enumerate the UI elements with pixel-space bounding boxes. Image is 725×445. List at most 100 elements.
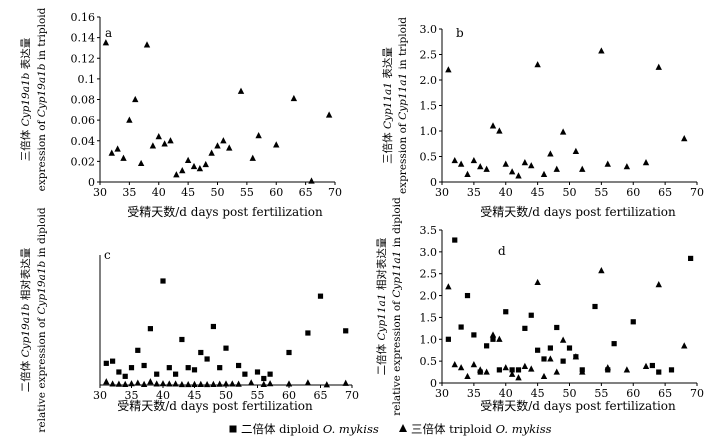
- point-c-0-16: [204, 356, 210, 362]
- point-c-0-28: [343, 328, 349, 334]
- point-d-0-9: [503, 309, 509, 315]
- series-a-0: [102, 39, 333, 184]
- point-a-0-5: [132, 95, 139, 103]
- point-a-0-21: [226, 144, 233, 151]
- point-a-0-1: [108, 149, 115, 156]
- point-c-1-21: [235, 380, 242, 387]
- point-d-1-15: [540, 372, 548, 380]
- point-a-0-18: [208, 149, 215, 156]
- y-tick-label-a-6: 0.12: [71, 52, 96, 65]
- point-c-0-15: [198, 349, 204, 356]
- y-axis-label-cn-a-gene: Cyp19a1b: [20, 72, 32, 126]
- point-b-0-14: [534, 61, 541, 68]
- x-tick-label-c-40: 40: [156, 389, 170, 402]
- point-c-1-18: [216, 380, 223, 387]
- point-c-0-22: [254, 369, 261, 375]
- point-d-0-12: [522, 325, 528, 331]
- point-c-0-8: [154, 371, 160, 377]
- x-tick-label-b-50: 50: [563, 186, 577, 199]
- y-axis-label-cn-c-gene: Cyp19a1b: [20, 303, 32, 357]
- y-tick-label-d-5: 2.5: [420, 268, 438, 281]
- point-a-0-0: [102, 39, 110, 46]
- point-c-0-17: [210, 323, 216, 330]
- x-tick-label-c-60: 60: [282, 389, 296, 402]
- point-c-0-25: [286, 349, 292, 356]
- point-a-0-2: [114, 145, 121, 152]
- x-tick-label-c-50: 50: [219, 389, 233, 402]
- point-d-0-1: [452, 237, 458, 243]
- y-axis-label-en-a: expression of Cyp19a1b in triploid: [36, 7, 48, 191]
- point-a-0-15: [190, 162, 198, 170]
- y-axis-label-cn-a: 三倍体 Cyp19a1b 表达量: [19, 37, 32, 161]
- y-axis-label-en-c-part2: in diploid: [36, 207, 48, 261]
- y-axis-label-cn-d-part2: 相对表达量: [375, 237, 388, 293]
- point-b-0-18: [559, 128, 567, 135]
- point-d-0-27: [656, 369, 662, 375]
- point-a-0-7: [143, 41, 151, 48]
- point-c-1-19: [222, 380, 230, 387]
- point-b-0-12: [521, 159, 529, 166]
- point-b-0-24: [642, 159, 650, 166]
- panel-a: 30 35 40 45 50 55 60 65 70 0 0.02 0.04 0.06 0.08 0.1 0.…: [19, 7, 342, 219]
- point-c-1-7: [147, 378, 154, 385]
- point-d-1-11: [515, 374, 522, 381]
- x-tick-label-a-55: 55: [240, 186, 254, 199]
- point-d-0-10: [509, 367, 515, 373]
- panel-d: 30 35 40 45 50 55 60 65 70 0 0.5 1.0 1.5 2.0 2.5 3.0 3.5…: [375, 197, 704, 416]
- x-tick-label-b-55: 55: [594, 186, 608, 199]
- point-b-0-1: [451, 156, 458, 164]
- y-tick-label-b-2: 1.0: [420, 125, 438, 138]
- point-c-0-9: [160, 278, 166, 284]
- point-d-1-0: [445, 283, 452, 290]
- point-b-0-5: [477, 163, 484, 170]
- point-c-1-4: [128, 380, 135, 387]
- point-d-0-15: [541, 356, 547, 362]
- series-c-1: [103, 378, 349, 388]
- y-axis-label-en-b: expression of Cyp11a1 in triploid: [397, 17, 409, 194]
- point-b-0-4: [470, 156, 478, 164]
- point-b-0-10: [508, 168, 516, 175]
- y-tick-label-d-0: 0: [430, 377, 437, 390]
- y-tick-label-d-1: 0.5: [420, 355, 438, 368]
- point-a-0-24: [255, 131, 262, 139]
- x-tick-label-b-65: 65: [658, 186, 672, 199]
- point-c-1-3: [122, 380, 129, 387]
- point-c-0-13: [185, 365, 191, 371]
- panel-c: 30 35 40 45 50 55 60 65 70 c 受精天数/d days post fert…: [19, 207, 359, 432]
- point-d-0-28: [668, 367, 675, 373]
- point-a-0-22: [237, 87, 245, 94]
- point-a-0-6: [137, 159, 145, 167]
- point-d-0-24: [611, 341, 617, 347]
- point-c-0-18: [217, 365, 223, 371]
- point-c-1-2: [115, 380, 123, 387]
- point-b-0-15: [540, 170, 548, 177]
- point-a-0-27: [308, 177, 315, 184]
- point-a-0-16: [196, 164, 204, 172]
- point-b-0-25: [655, 63, 662, 70]
- point-a-0-3: [120, 154, 127, 161]
- point-b-0-11: [515, 172, 522, 179]
- point-c-0-26: [305, 330, 311, 336]
- x-tick-label-a-35: 35: [122, 186, 136, 199]
- x-tick-label-a-65: 65: [299, 186, 313, 199]
- point-c-0-3: [122, 373, 128, 379]
- y-tick-label-b-3: 1.5: [420, 100, 438, 113]
- y-axis-label-cn-d-part1: 二倍体: [375, 341, 388, 376]
- point-c-1-22: [248, 379, 255, 386]
- x-tick-label-b-45: 45: [531, 186, 545, 199]
- point-c-1-15: [197, 380, 204, 387]
- point-b-0-26: [681, 135, 688, 142]
- x-axis-label-c: 受精天数/d days post fertilization: [117, 398, 313, 413]
- point-c-0-1: [110, 358, 116, 364]
- y-tick-label-b-6: 3.0: [420, 23, 438, 36]
- series-b-0: [445, 47, 688, 179]
- point-d-1-16: [547, 355, 554, 362]
- point-b-0-0: [445, 66, 452, 73]
- point-d-0-13: [528, 312, 534, 318]
- point-d-1-2: [457, 364, 465, 371]
- y-tick-label-a-7: 0.14: [71, 32, 96, 45]
- legend-diploid-species: O. mykiss: [323, 422, 379, 436]
- panel-label-c: c: [104, 248, 111, 262]
- y-axis-label-en-a-gene: Cyp19a1b: [36, 63, 48, 117]
- x-tick-label-d-40: 40: [499, 387, 513, 400]
